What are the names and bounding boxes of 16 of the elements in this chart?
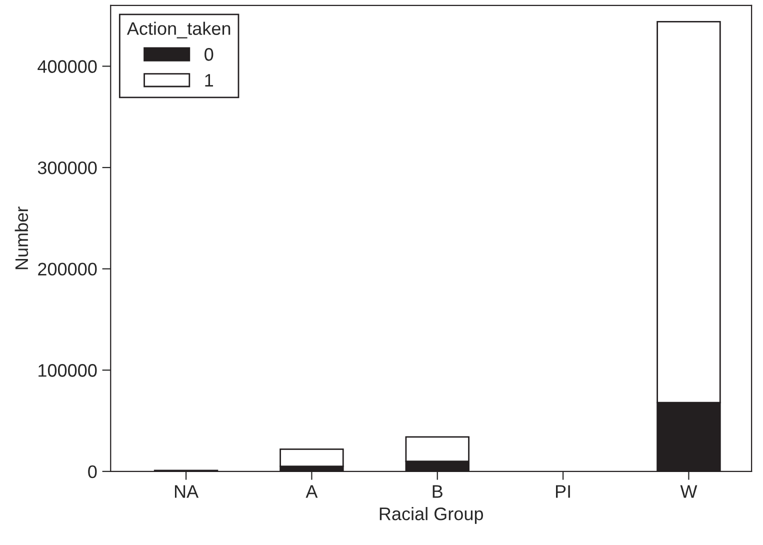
legend-label: 0 — [204, 48, 214, 61]
y-tick-label: 400000 — [38, 60, 97, 73]
y-tick-label: 300000 — [38, 161, 97, 174]
legend-label: 1 — [205, 74, 214, 87]
x-tick-label: B — [432, 485, 442, 498]
x-tick-label: PI — [556, 485, 570, 498]
bar — [280, 448, 344, 468]
y-tick-label: 100000 — [38, 364, 97, 377]
x-tick-label: NA — [174, 485, 199, 498]
legend-title: Action_taken — [126, 22, 230, 38]
y-tick-label: 200000 — [38, 262, 97, 276]
x-axis-title: Racial Group — [380, 507, 484, 524]
x-tick-label: W — [680, 485, 698, 498]
y-axis-title: Number — [14, 206, 28, 270]
y-tick-label: 0 — [88, 465, 97, 478]
x-tick-label: A — [306, 485, 318, 498]
